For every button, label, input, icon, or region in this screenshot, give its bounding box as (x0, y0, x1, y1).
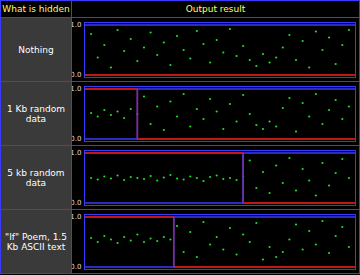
svg-text:0.0: 0.0 (72, 135, 82, 143)
html-text:1 Kb random data: 1 Kb random data (7, 103, 65, 124)
html-text:What is hidden: What is hidden (2, 4, 70, 14)
svg-text:0.0: 0.0 (72, 263, 82, 271)
svg-text:1.0: 1.0 (72, 149, 82, 157)
html-text:"If" Poem, 1.5 Kb ASCII text: "If" Poem, 1.5 Kb ASCII text (5, 231, 67, 252)
svg-text:1.0: 1.0 (72, 213, 82, 221)
svg-text:0.0: 0.0 (72, 199, 82, 207)
html-text:5 kb random data: 5 kb random data (7, 167, 65, 188)
html-text:Output result: Output result (185, 4, 246, 14)
html-text:Nothing: Nothing (18, 44, 54, 55)
svg-text:1.0: 1.0 (72, 21, 82, 29)
svg-text:1.0: 1.0 (72, 85, 82, 93)
svg-text:0.0: 0.0 (72, 71, 82, 79)
